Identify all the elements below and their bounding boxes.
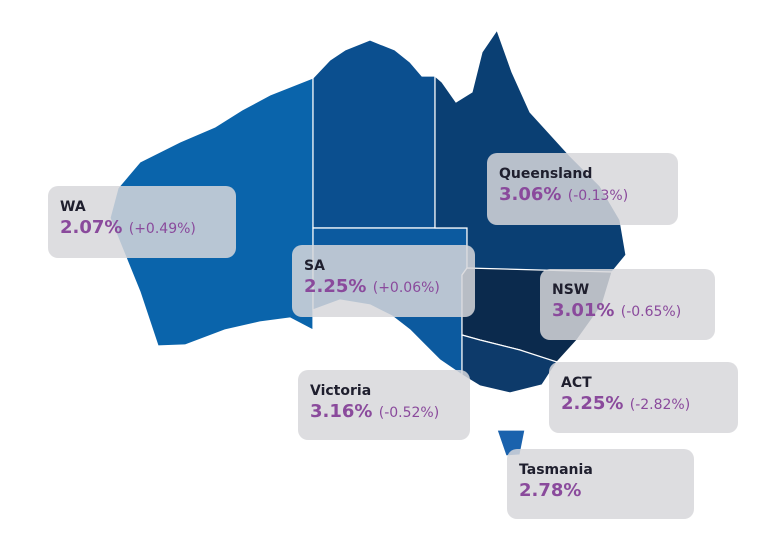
region-card: Queensland 3.06% (-0.13%)	[487, 153, 678, 225]
region-name: ACT	[561, 375, 592, 391]
value: 2.25%	[304, 276, 367, 297]
change: (-0.13%)	[567, 188, 629, 204]
change: (-2.82%)	[629, 397, 691, 413]
region-value: 2.78%	[519, 479, 694, 503]
nt-shape	[312, 39, 436, 229]
region-value: 2.25% (-2.82%)	[561, 392, 738, 417]
region-value: 3.06% (-0.13%)	[499, 183, 678, 208]
region-card: WA 2.07% (+0.49%)	[48, 186, 236, 258]
region-card: SA 2.25% (+0.06%)	[292, 245, 475, 317]
region-name: Tasmania	[519, 462, 593, 478]
change: (+0.49%)	[128, 221, 196, 237]
region-value: 3.01% (-0.65%)	[552, 299, 715, 324]
change: (+0.06%)	[372, 280, 440, 296]
region-value: 2.07% (+0.49%)	[60, 216, 236, 241]
region-value: 3.16% (-0.52%)	[310, 400, 470, 425]
value: 2.07%	[60, 217, 123, 238]
region-value: 2.25% (+0.06%)	[304, 275, 475, 300]
region-card: Victoria 3.16% (-0.52%)	[298, 370, 470, 440]
change: (-0.65%)	[620, 304, 682, 320]
region-name: WA	[60, 199, 86, 215]
region-name: NSW	[552, 282, 590, 298]
change: (-0.52%)	[378, 405, 440, 421]
region-name: Queensland	[499, 166, 593, 182]
region-name: SA	[304, 258, 325, 274]
value: 3.06%	[499, 184, 562, 205]
value: 3.01%	[552, 300, 615, 321]
value: 3.16%	[310, 401, 373, 422]
value: 2.78%	[519, 480, 582, 501]
region-card: Tasmania 2.78%	[507, 449, 694, 519]
region-name: Victoria	[310, 383, 372, 399]
region-card: ACT 2.25% (-2.82%)	[549, 362, 738, 433]
region-card: NSW 3.01% (-0.65%)	[540, 269, 715, 340]
value: 2.25%	[561, 393, 624, 414]
